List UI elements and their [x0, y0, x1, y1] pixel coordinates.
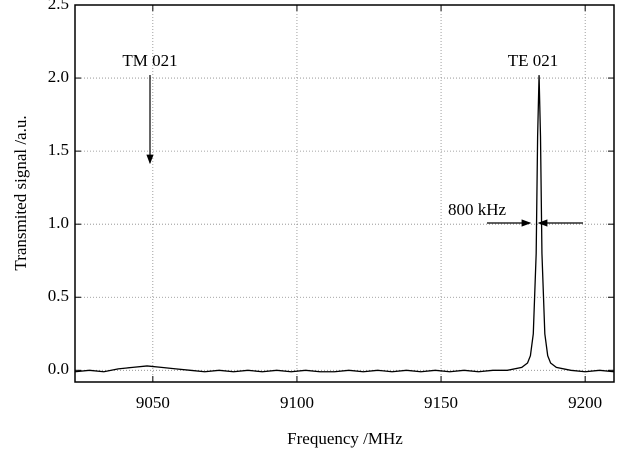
annotation: TM 021: [122, 51, 177, 70]
y-tick-label: 1.0: [48, 213, 69, 232]
x-tick-label: 9150: [424, 393, 458, 412]
data-line: [74, 75, 615, 373]
annotation: TE 021: [508, 51, 559, 70]
y-tick-label: 2.0: [48, 67, 69, 86]
y-axis-label: Transmited signal /a.u.: [11, 115, 30, 270]
y-tick-label: 2.5: [48, 0, 69, 13]
x-tick-label: 9200: [568, 393, 602, 412]
x-tick-label: 9050: [136, 393, 170, 412]
y-tick-label: 0.5: [48, 286, 69, 305]
y-tick-label: 1.5: [48, 140, 69, 159]
x-tick-label: 9100: [280, 393, 314, 412]
annotation: 800 kHz: [448, 200, 507, 219]
plot-frame: [74, 4, 615, 383]
y-tick-label: 0.0: [48, 359, 69, 378]
x-axis-label: Frequency /MHz: [287, 429, 403, 448]
